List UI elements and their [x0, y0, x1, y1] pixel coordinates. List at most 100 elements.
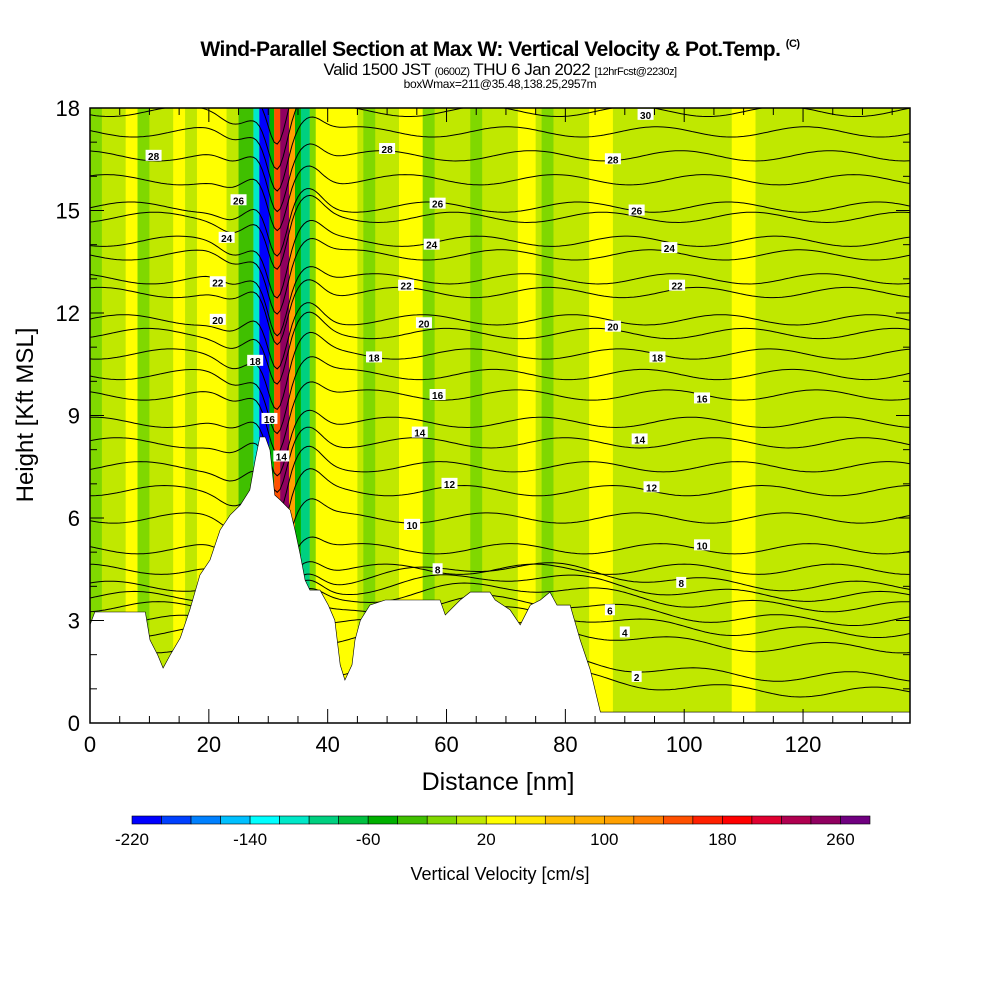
isentrope-line-28	[90, 143, 910, 213]
box-info: boxWmax=211@35.48,138.25,2957m	[403, 77, 597, 91]
valid-utc: (0600Z)	[434, 66, 470, 78]
isentrope-line-29	[90, 116, 910, 192]
contour-label-bg	[209, 313, 226, 325]
colorbar-swatch-18	[663, 815, 694, 825]
colorbar-swatch-24	[840, 815, 871, 825]
colorbar-tick-label: 20	[477, 830, 496, 849]
contour-label-bg	[423, 238, 440, 250]
colorbar-swatch-0	[131, 815, 162, 825]
isentrope-line-24	[90, 220, 910, 299]
valid-date: THU 6 Jan 2022	[473, 60, 591, 79]
w-band-20	[470, 108, 483, 723]
contour-label-bg	[415, 317, 432, 329]
contour-label-bg	[619, 626, 630, 638]
isentrope-line-27	[90, 165, 910, 232]
w-band-23	[589, 108, 613, 723]
contour-label-bg	[643, 481, 660, 493]
contour-label-bg	[404, 518, 421, 530]
contour-label: 22	[212, 278, 224, 289]
w-band-18	[398, 108, 423, 723]
colorbar-tick-label: 180	[708, 830, 736, 849]
y-tick-label: 12	[56, 301, 80, 326]
colorbar-swatch-1	[161, 815, 192, 825]
colorbar-swatch-3	[220, 815, 251, 825]
contour-label: 28	[382, 145, 394, 156]
y-tick-label: 0	[68, 711, 80, 736]
contour-label-bg	[628, 204, 645, 216]
contour-label-bg	[429, 389, 446, 400]
chart-title: Wind-Parallel Section at Max W: Vertical…	[0, 38, 1000, 62]
contour-label: 20	[607, 323, 619, 334]
contour-label: 30	[640, 111, 652, 122]
y-tick-label: 15	[56, 199, 80, 224]
contour-label: 16	[432, 391, 444, 402]
contour-label-bg	[694, 392, 711, 404]
w-band-21	[517, 108, 536, 723]
colorbar-swatch-11	[456, 815, 487, 825]
contour-label: 18	[250, 357, 262, 368]
colorbar-swatch-5	[279, 815, 310, 825]
contour-label: 26	[631, 207, 643, 218]
colorbar-swatch-20	[722, 815, 753, 825]
isentrope-line-25	[90, 194, 910, 270]
contour-label: 6	[607, 606, 613, 617]
isentrope-line-16	[90, 381, 910, 454]
w-band-15	[309, 108, 316, 723]
contour-label: 22	[672, 282, 684, 293]
contour-label: 24	[426, 241, 438, 252]
contour-labels: 2826242220181614282624222018161412108302…	[145, 108, 711, 684]
contour-label-bg	[649, 351, 666, 363]
y-tick-label: 18	[56, 96, 80, 121]
x-tick-label: 100	[666, 732, 703, 757]
w-band-3	[173, 108, 186, 723]
w-band-19	[422, 108, 435, 723]
chart-subtitle: Valid 1500 JST (0600Z) THU 6 Jan 2022 [1…	[0, 60, 1000, 80]
x-tick-label: 40	[315, 732, 339, 757]
contour-label: 24	[664, 244, 676, 255]
contour-label-bg	[694, 539, 711, 551]
isentrope-line-26	[90, 188, 910, 257]
colorbar-swatch-14	[544, 815, 576, 825]
contour-label-bg	[366, 351, 383, 363]
axes: 0 20 40 60 80 100 120 0 3 6 9 12 15 18	[56, 96, 910, 757]
colorbar-swatch-7	[338, 815, 369, 825]
title-text: Wind-Parallel Section at Max W: Vertical…	[200, 38, 781, 61]
colorbar-swatch-17	[633, 815, 664, 825]
copyright-mark: (C)	[785, 38, 800, 50]
contour-label: 18	[368, 353, 380, 364]
contour-label: 28	[607, 155, 619, 166]
colorbar-tick-label: 100	[590, 830, 618, 849]
contour-label-bg	[661, 242, 678, 254]
contour-label: 2	[634, 673, 640, 684]
contour-label-bg	[209, 276, 226, 288]
colorbar-swatch-4	[249, 815, 280, 825]
contour-label-bg	[604, 320, 621, 332]
colorbar-swatch-10	[426, 815, 458, 825]
contour-label-bg	[604, 604, 615, 616]
terrain	[90, 436, 910, 723]
isentrope-line-15	[90, 409, 910, 477]
contour-label: 14	[276, 453, 288, 464]
contour-label: 12	[646, 483, 658, 494]
x-tick-label: 0	[84, 732, 96, 757]
w-band-7	[253, 108, 260, 723]
contour-label: 8	[435, 565, 441, 576]
w-band-5	[226, 108, 239, 723]
colorbar-label: Vertical Velocity [cm/s]	[410, 864, 589, 884]
contour-label-bg	[261, 412, 278, 424]
colorbar-swatch-21	[751, 815, 782, 825]
w-band-2	[137, 108, 150, 723]
w-band-12	[289, 108, 295, 723]
y-tick-label: 6	[68, 506, 80, 531]
isentrope-line-14	[90, 426, 910, 493]
contour-label: 16	[696, 394, 708, 405]
contour-label: 26	[233, 196, 245, 207]
contour-label: 24	[221, 234, 233, 245]
colorbar-swatch-16	[604, 815, 635, 825]
isentropes	[90, 108, 910, 705]
contour-label: 4	[622, 628, 628, 639]
w-band-1	[125, 108, 138, 723]
isentrope-line-13	[90, 445, 910, 518]
contour-label: 8	[678, 579, 684, 590]
